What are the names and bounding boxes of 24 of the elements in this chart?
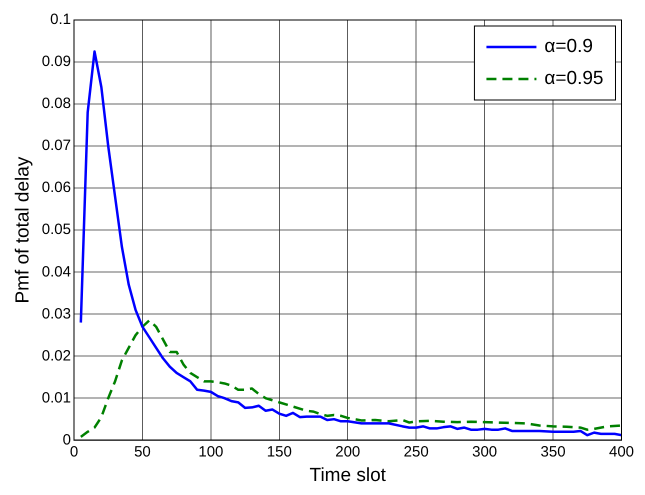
y-tick-label: 0.06 (42, 179, 71, 196)
y-tick-label: 0.07 (42, 137, 71, 154)
x-tick-label: 150 (266, 443, 292, 460)
y-tick-label: 0.02 (42, 347, 71, 364)
x-tick-label: 250 (404, 443, 429, 460)
y-tick-label: 0.03 (42, 305, 71, 322)
y-tick-label: 0.08 (42, 95, 71, 112)
x-axis-title: Time slot (310, 464, 387, 486)
y-tick-label: 0 (62, 431, 71, 448)
y-axis-title: Pmf of total delay (12, 156, 34, 304)
y-tick-label: 0.01 (42, 389, 71, 406)
x-tick-label: 50 (134, 443, 151, 460)
legend-label: α=0.95 (544, 68, 604, 90)
y-tick-label: 0.05 (42, 221, 71, 238)
x-tick-label: 300 (472, 443, 498, 460)
y-tick-label: 0.09 (42, 53, 71, 70)
x-tick-label: 100 (198, 443, 224, 460)
line-series (80, 319, 622, 438)
y-tick-label: 0.04 (42, 263, 71, 280)
x-tick-label: 350 (540, 443, 566, 460)
x-tick-label: 200 (335, 443, 360, 460)
legend-label: α=0.9 (544, 36, 593, 58)
y-tick-label: 0.1 (50, 11, 71, 28)
x-tick-label: 400 (608, 443, 634, 460)
